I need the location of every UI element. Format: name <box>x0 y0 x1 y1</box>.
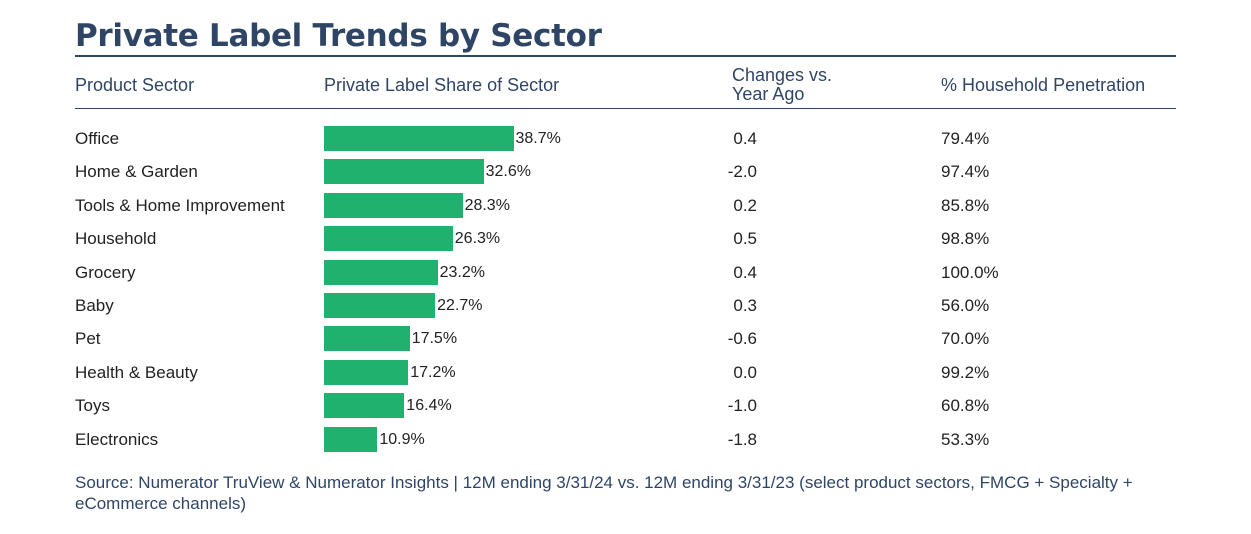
penetration-value: 85.8% <box>941 195 990 215</box>
share-bar <box>324 226 453 252</box>
penetration-value: 70.0% <box>941 329 990 349</box>
share-value-label: 23.2% <box>439 263 485 281</box>
table-row: Pet 17.5% -0.6 70.0% <box>0 322 1251 355</box>
penetration-value: 100.0% <box>941 262 999 282</box>
change-value: 0.4 <box>733 129 757 148</box>
penetration-value: 99.2% <box>941 362 990 382</box>
penetration-value: 60.8% <box>941 396 990 416</box>
change-value: 0.0 <box>733 362 757 382</box>
share-bar <box>324 192 463 218</box>
sector-label: Household <box>75 229 157 249</box>
penetration-value: 79.4% <box>941 129 990 148</box>
table-row: Toys 16.4% -1.0 60.8% <box>0 389 1251 422</box>
table-row: Grocery 23.2% 0.4 100.0% <box>0 256 1251 289</box>
source-note: Source: Numerator TruView & Numerator In… <box>75 473 1133 513</box>
share-bar <box>324 359 409 385</box>
sector-label: Electronics <box>75 429 159 449</box>
share-value-label: 28.3% <box>464 196 510 214</box>
table-row: Tools & Home Improvement 28.3% 0.2 85.8% <box>0 189 1251 222</box>
share-bar <box>324 426 378 452</box>
change-value: 0.5 <box>733 229 757 249</box>
table-row: Baby 22.7% 0.3 56.0% <box>0 289 1251 322</box>
penetration-value: 56.0% <box>941 296 990 315</box>
share-value-label: 17.2% <box>410 363 456 381</box>
share-value-label: 22.7% <box>437 297 483 314</box>
share-bar <box>324 126 514 151</box>
change-value: 0.2 <box>733 195 757 215</box>
share-bar <box>324 259 438 285</box>
table-row: Health & Beauty 17.2% 0.0 99.2% <box>0 356 1251 389</box>
table-row: Office 38.7% 0.4 79.4% <box>0 122 1251 155</box>
header-penetration: % Household Penetration <box>941 75 1146 95</box>
share-bar <box>324 293 436 318</box>
header-sector: Product Sector <box>75 75 195 95</box>
table-row: Electronics 10.9% -1.8 53.3% <box>0 423 1251 456</box>
share-bar <box>324 159 484 185</box>
penetration-value: 53.3% <box>941 429 990 449</box>
sector-label: Office <box>75 129 120 148</box>
penetration-value: 97.4% <box>941 162 990 182</box>
share-value-label: 10.9% <box>379 430 425 448</box>
share-value-label: 16.4% <box>406 397 452 415</box>
change-value: 0.3 <box>733 296 757 315</box>
change-value: -1.8 <box>727 429 757 449</box>
sector-label: Home & Garden <box>75 162 198 182</box>
table-row: Household 26.3% 0.5 98.8% <box>0 222 1251 255</box>
sector-label: Pet <box>75 329 101 349</box>
sector-label: Grocery <box>75 262 136 282</box>
share-value-label: 32.6% <box>485 163 531 181</box>
sector-label: Health & Beauty <box>75 362 198 382</box>
title-rule <box>75 55 1176 57</box>
share-value-label: 17.5% <box>411 330 458 348</box>
change-value: -0.6 <box>727 329 757 349</box>
change-value: -1.0 <box>727 396 757 416</box>
share-value-label: 26.3% <box>454 230 501 248</box>
share-bar <box>324 393 405 419</box>
sector-label: Tools & Home Improvement <box>75 195 285 215</box>
sector-label: Baby <box>75 296 114 315</box>
share-bar <box>324 326 410 352</box>
change-value: 0.4 <box>733 262 757 282</box>
header-change: Changes vs. Year Ago <box>732 65 833 104</box>
sector-label: Toys <box>75 396 110 416</box>
header-share: Private Label Share of Sector <box>324 75 560 95</box>
table-row: Home & Garden 32.6% -2.0 97.4% <box>0 155 1251 188</box>
chart-title: Private Label Trends by Sector <box>75 18 602 54</box>
share-value-label: 38.7% <box>515 130 561 147</box>
penetration-value: 98.8% <box>941 229 990 249</box>
change-value: -2.0 <box>727 162 757 182</box>
header-rule <box>75 108 1176 109</box>
